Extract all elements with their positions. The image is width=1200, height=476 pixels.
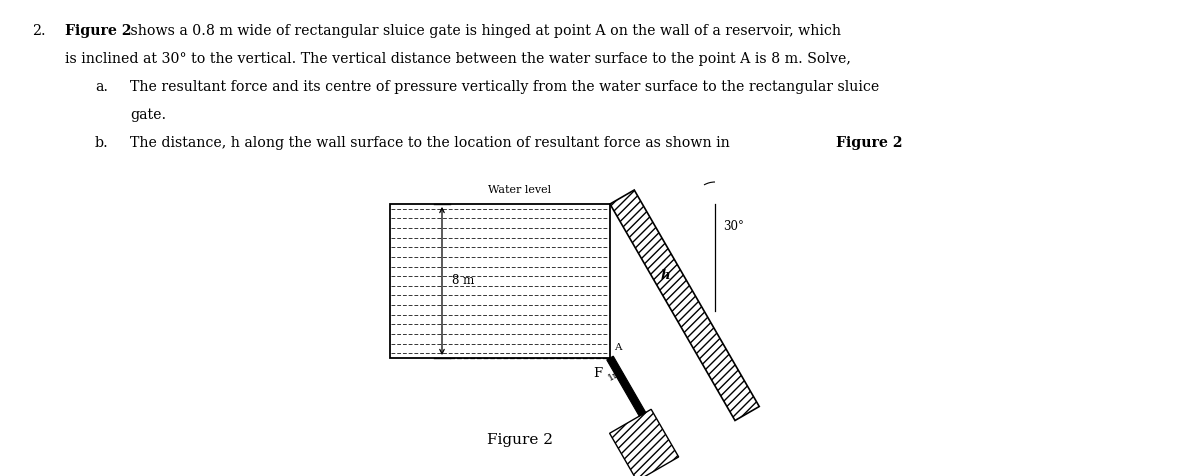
Polygon shape bbox=[390, 204, 610, 358]
Text: Figure 2: Figure 2 bbox=[65, 24, 132, 38]
Text: 8 m: 8 m bbox=[452, 275, 474, 288]
Polygon shape bbox=[610, 190, 760, 420]
Text: .: . bbox=[893, 136, 898, 150]
Text: The distance, h along the wall surface to the location of resultant force as sho: The distance, h along the wall surface t… bbox=[130, 136, 734, 150]
Text: 30°: 30° bbox=[722, 219, 744, 232]
Text: The resultant force and its centre of pressure vertically from the water surface: The resultant force and its centre of pr… bbox=[130, 80, 880, 94]
Text: 1m: 1m bbox=[606, 367, 624, 383]
Text: shows a 0.8 m wide of rectangular sluice gate is hinged at point A on the wall o: shows a 0.8 m wide of rectangular sluice… bbox=[126, 24, 841, 38]
Text: Water level: Water level bbox=[488, 185, 552, 195]
Text: F: F bbox=[593, 367, 602, 380]
Text: A: A bbox=[614, 343, 622, 352]
Text: 2.: 2. bbox=[32, 24, 46, 38]
Polygon shape bbox=[607, 356, 646, 416]
Polygon shape bbox=[610, 409, 679, 476]
Text: b.: b. bbox=[95, 136, 109, 150]
Text: gate.: gate. bbox=[130, 108, 166, 122]
Text: Figure 2: Figure 2 bbox=[836, 136, 902, 150]
Text: a.: a. bbox=[95, 80, 108, 94]
Text: Figure 2: Figure 2 bbox=[487, 433, 553, 447]
Text: h: h bbox=[661, 269, 671, 282]
Text: is inclined at 30° to the vertical. The vertical distance between the water surf: is inclined at 30° to the vertical. The … bbox=[65, 52, 851, 66]
